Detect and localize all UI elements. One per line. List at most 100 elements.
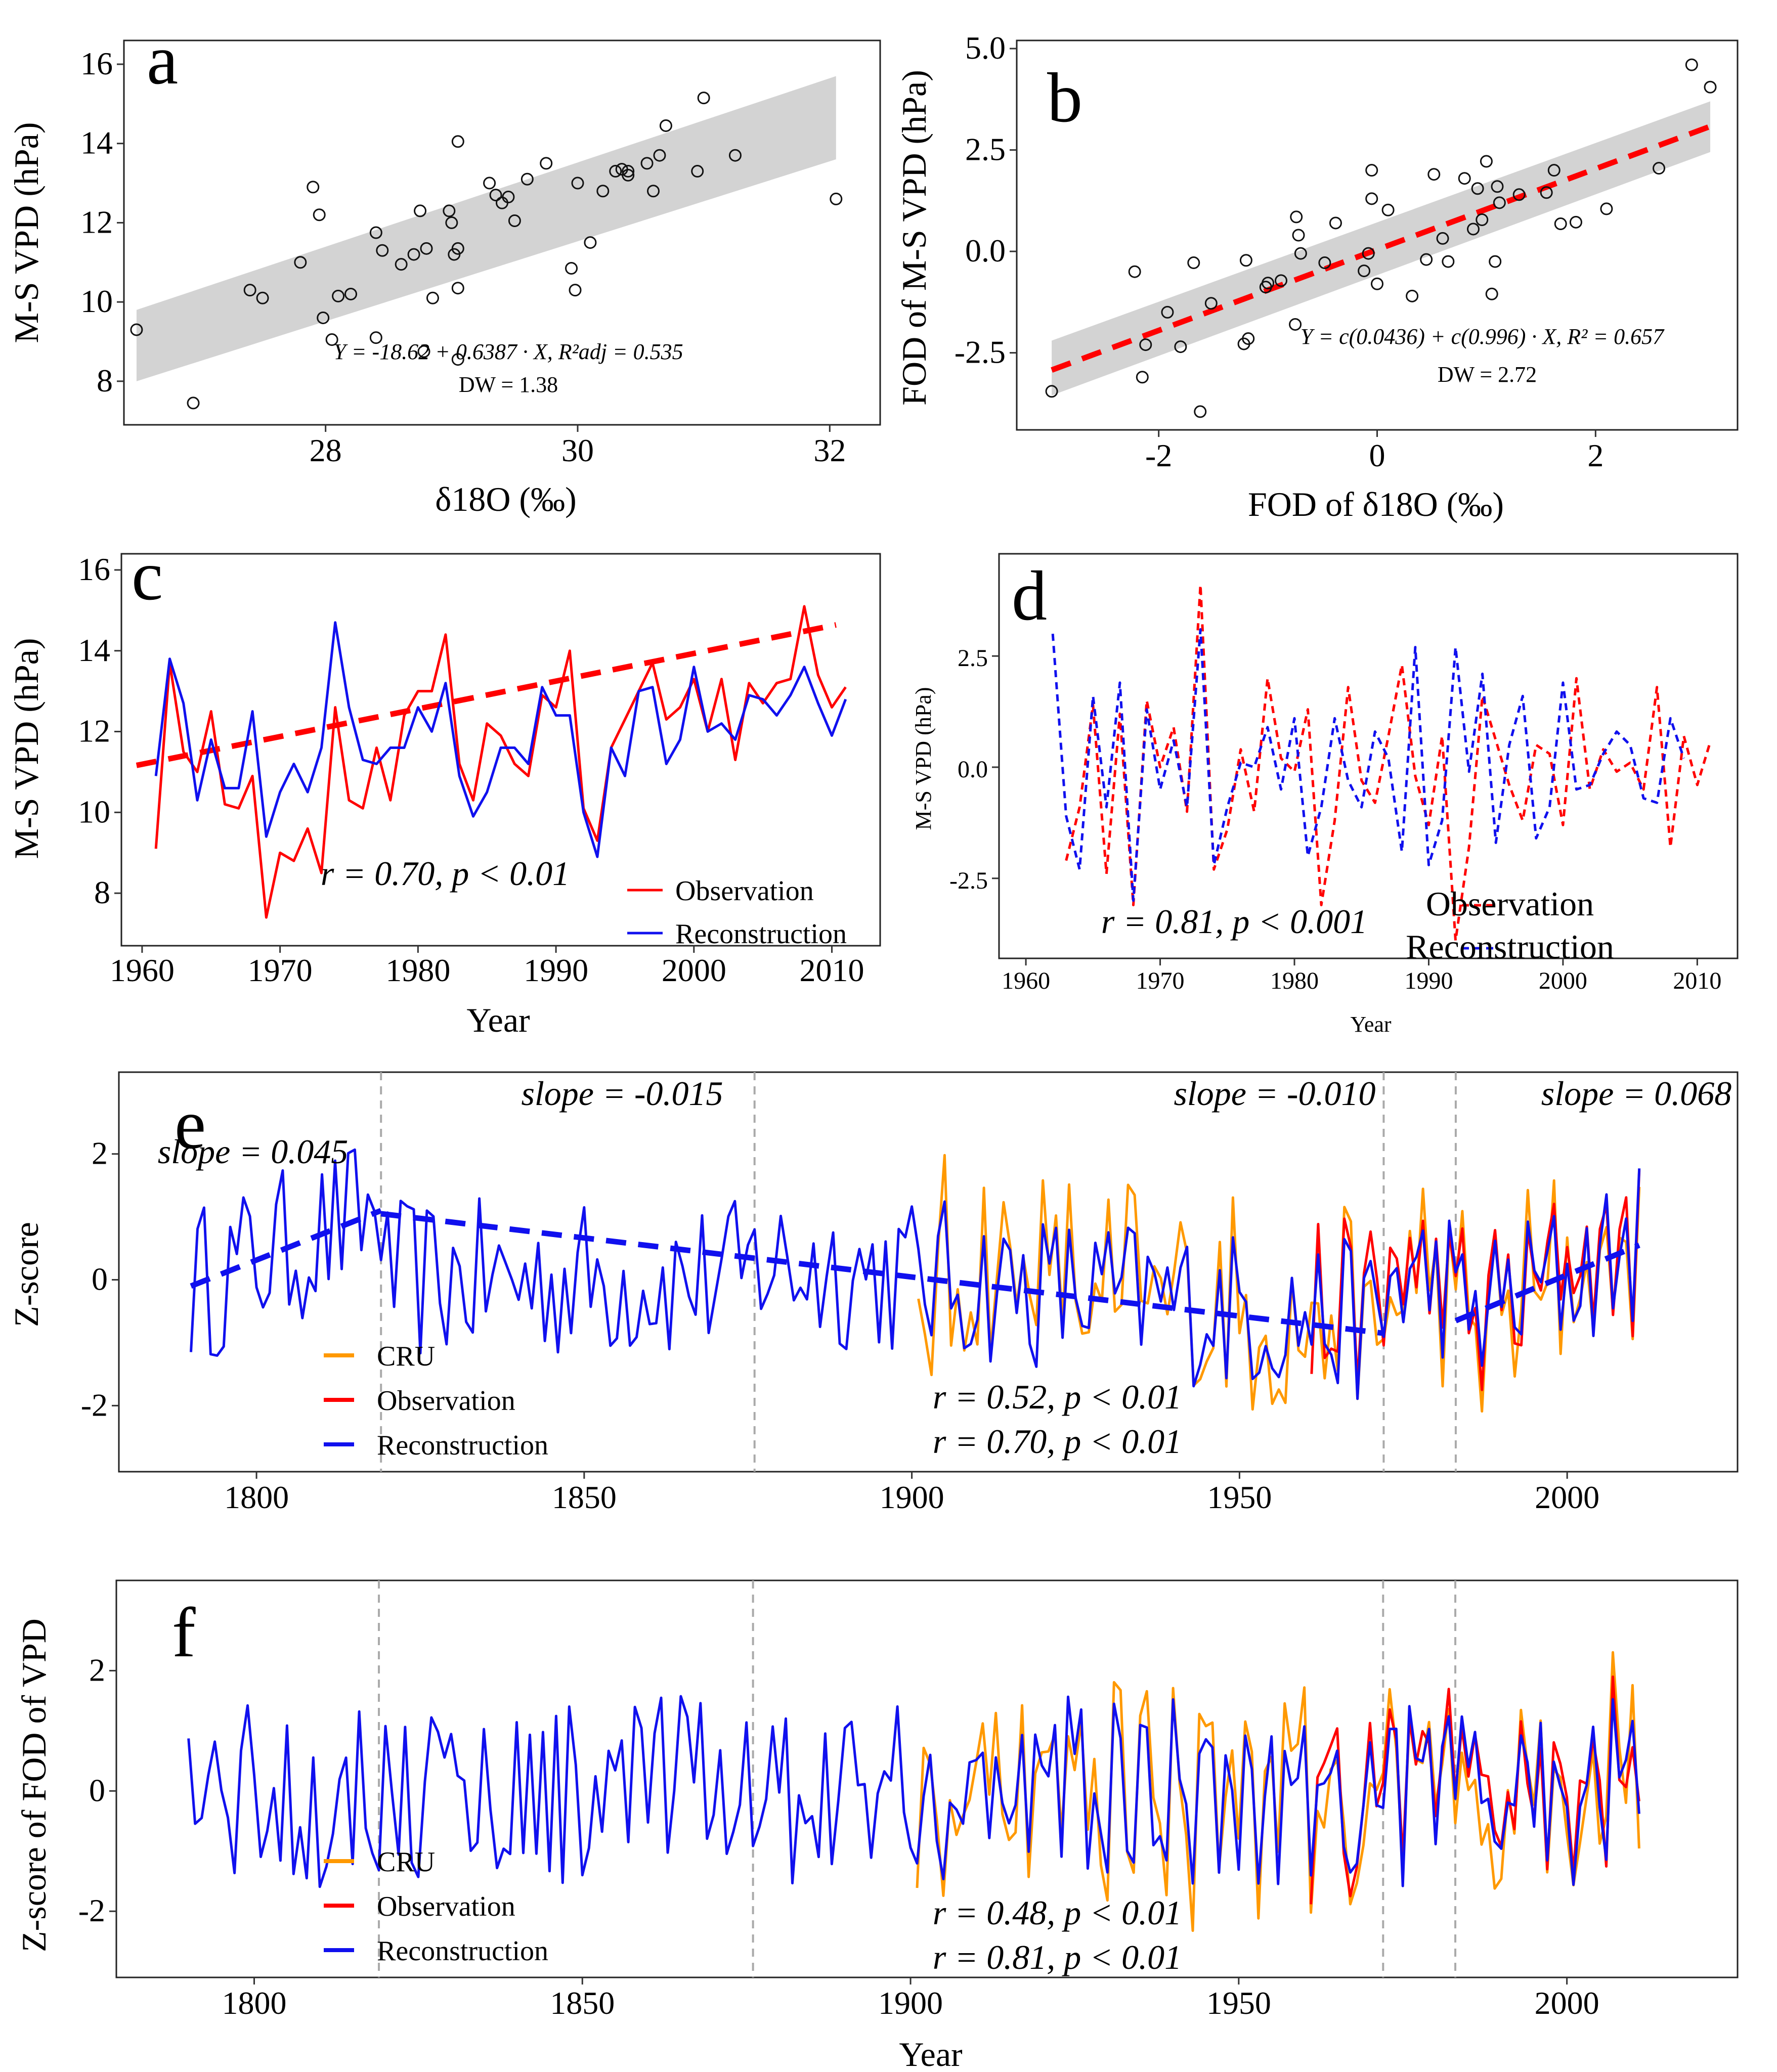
panel-a-point bbox=[414, 204, 427, 217]
panel-e-stat-observation: r = 0.70, p < 0.01 bbox=[933, 1422, 1182, 1461]
panel-a-point bbox=[609, 165, 622, 178]
panel-b-point bbox=[1489, 255, 1502, 268]
panel-b-point bbox=[1476, 213, 1489, 227]
panel-d-annotation: r = 0.81, p < 0.001 bbox=[1101, 902, 1367, 941]
panel-b-point bbox=[1275, 274, 1287, 287]
panel-a-point bbox=[502, 190, 515, 203]
panel-d-xtick-label: 1970 bbox=[1136, 967, 1185, 994]
panel-a-point bbox=[256, 291, 269, 304]
panel-a-point bbox=[571, 177, 584, 190]
panel-a-point bbox=[622, 165, 635, 178]
panel-b-point bbox=[1467, 223, 1480, 236]
panel-b-point bbox=[1242, 332, 1255, 345]
panel-b-point bbox=[1365, 164, 1378, 177]
panel-c-ytick-label: 14 bbox=[78, 632, 110, 668]
panel-c-series-reconstruction bbox=[154, 621, 847, 858]
panel-a-point bbox=[596, 185, 610, 198]
panel-b-point bbox=[1491, 180, 1504, 193]
panel-a-point bbox=[728, 149, 742, 162]
panel-b-point bbox=[1406, 289, 1419, 302]
panel-a-point bbox=[647, 185, 660, 198]
panel-e-ylabel: Z-score bbox=[7, 1222, 46, 1327]
panel-d-legend-label: Reconstruction bbox=[1406, 928, 1614, 966]
panel-e-trend-line bbox=[1454, 1243, 1640, 1324]
panel-b-point bbox=[1436, 232, 1449, 245]
panel-c-legend-label: Observation bbox=[675, 875, 814, 907]
panel-e-ytick-label: 2 bbox=[92, 1135, 108, 1171]
panel-a-point bbox=[317, 311, 330, 324]
panel-f-legend-label: Reconstruction bbox=[377, 1935, 548, 1967]
panel-f-ytick-label: -2 bbox=[78, 1892, 105, 1928]
panel-e-ytick-label: -2 bbox=[81, 1387, 108, 1423]
panel-b-point bbox=[1136, 371, 1149, 384]
panel-b-point bbox=[1045, 385, 1058, 398]
panel-c-xtick-label: 1990 bbox=[524, 952, 588, 988]
panel-a-point bbox=[489, 189, 502, 202]
panel-b-point bbox=[1174, 340, 1187, 354]
panel-b-point bbox=[1371, 277, 1383, 290]
panel-f-frame bbox=[115, 1579, 1739, 1978]
panel-b-ylabel: FOD of M-S VPD (hPa) bbox=[895, 70, 933, 406]
panel-f-ytick-label: 2 bbox=[89, 1652, 105, 1688]
panel-b-point bbox=[1458, 172, 1471, 185]
panel-d-series-observation bbox=[1065, 584, 1712, 942]
panel-e-slope-label: slope = 0.068 bbox=[1541, 1074, 1731, 1113]
panel-a-ytick-label: 12 bbox=[80, 204, 113, 240]
panel-c-xtick-label: 1960 bbox=[110, 952, 175, 988]
panel-e-slope-label: slope = -0.015 bbox=[521, 1074, 723, 1113]
panel-b-point bbox=[1365, 192, 1378, 205]
panel-e-letter: e bbox=[175, 1085, 206, 1164]
panel-e-legend-label: Observation bbox=[377, 1385, 515, 1417]
panel-b-ytick-label: -2.5 bbox=[955, 334, 1006, 370]
panel-b: -2 0 2 -2.5 0.0 2.5 5.0 FOD of M-S VPD (hPa) FOD… bbox=[895, 30, 1739, 523]
panel-a-xtick-label: 32 bbox=[813, 432, 846, 468]
panel-d-letter: d bbox=[1012, 557, 1047, 635]
panel-a-equation: Y = -18.62 + 0.6387 · X, R²adj = 0.535 bbox=[333, 339, 683, 364]
panel-b-point bbox=[1289, 318, 1302, 331]
panel-d-xlabel: Year bbox=[1350, 1012, 1391, 1037]
panel-b-point bbox=[1480, 155, 1493, 168]
panel-b-point bbox=[1442, 255, 1455, 268]
panel-e-xtick-label: 1800 bbox=[224, 1479, 289, 1515]
panel-f-xtick-label: 1850 bbox=[550, 1985, 615, 2021]
panel-e-xtick-label: 2000 bbox=[1535, 1479, 1599, 1515]
panel-f: 1800 1850 1900 1950 2000 -2 0 2 CRU Observation Re… bbox=[15, 1579, 1739, 2072]
panel-b-point bbox=[1161, 305, 1174, 319]
panel-a-point bbox=[332, 289, 345, 302]
panel-b-point bbox=[1685, 58, 1698, 71]
panel-c-ylabel: M-S VPD (hPa) bbox=[7, 638, 46, 859]
panel-e-legend-label: CRU bbox=[377, 1341, 435, 1372]
panel-c-annotation: r = 0.70, p < 0.01 bbox=[321, 854, 570, 893]
panel-c-xtick-label: 1980 bbox=[385, 952, 450, 988]
panel-c: 1960 1970 1980 1990 2000 2010 8 10 12 14 16 M-S VPD… bbox=[7, 537, 881, 1039]
panel-a-point bbox=[395, 258, 408, 271]
panel-a-point bbox=[369, 226, 382, 239]
panel-a-point bbox=[697, 92, 710, 105]
panel-e-legend-label: Reconstruction bbox=[377, 1430, 548, 1461]
panel-a-point bbox=[521, 172, 534, 186]
panel-e-trend-line bbox=[380, 1211, 1384, 1336]
panel-b-point bbox=[1194, 405, 1207, 418]
panel-b-dw: DW = 2.72 bbox=[1438, 362, 1537, 387]
panel-f-letter: f bbox=[172, 1594, 196, 1672]
panel-b-point bbox=[1600, 202, 1613, 215]
panel-d-series-reconstruction bbox=[1051, 628, 1685, 902]
panel-d-ylabel: M-S VPD (hPa) bbox=[911, 687, 936, 830]
panel-b-point bbox=[1471, 182, 1484, 195]
panel-a-point bbox=[130, 323, 143, 336]
panel-b-ytick-label: 0.0 bbox=[965, 233, 1006, 269]
panel-e-slope-label: slope = -0.010 bbox=[1174, 1074, 1375, 1113]
panel-a-dw: DW = 1.38 bbox=[459, 372, 558, 397]
panel-a-point bbox=[445, 216, 458, 229]
panel-c-ytick-label: 10 bbox=[78, 793, 110, 829]
panel-a-ylabel: M-S VPD (hPa) bbox=[7, 122, 46, 343]
panel-e-ytick-label: 0 bbox=[92, 1261, 108, 1297]
panel-a-point bbox=[584, 236, 597, 249]
panel-c-xtick-label: 2000 bbox=[662, 952, 726, 988]
panel-f-legend-label: CRU bbox=[377, 1846, 435, 1878]
panel-b-xtick-label: 2 bbox=[1587, 437, 1603, 473]
panel-b-xtick-label: 0 bbox=[1369, 437, 1385, 473]
panel-a-xtick-label: 30 bbox=[561, 432, 594, 468]
panel-d-ytick-label: 0.0 bbox=[958, 756, 988, 783]
